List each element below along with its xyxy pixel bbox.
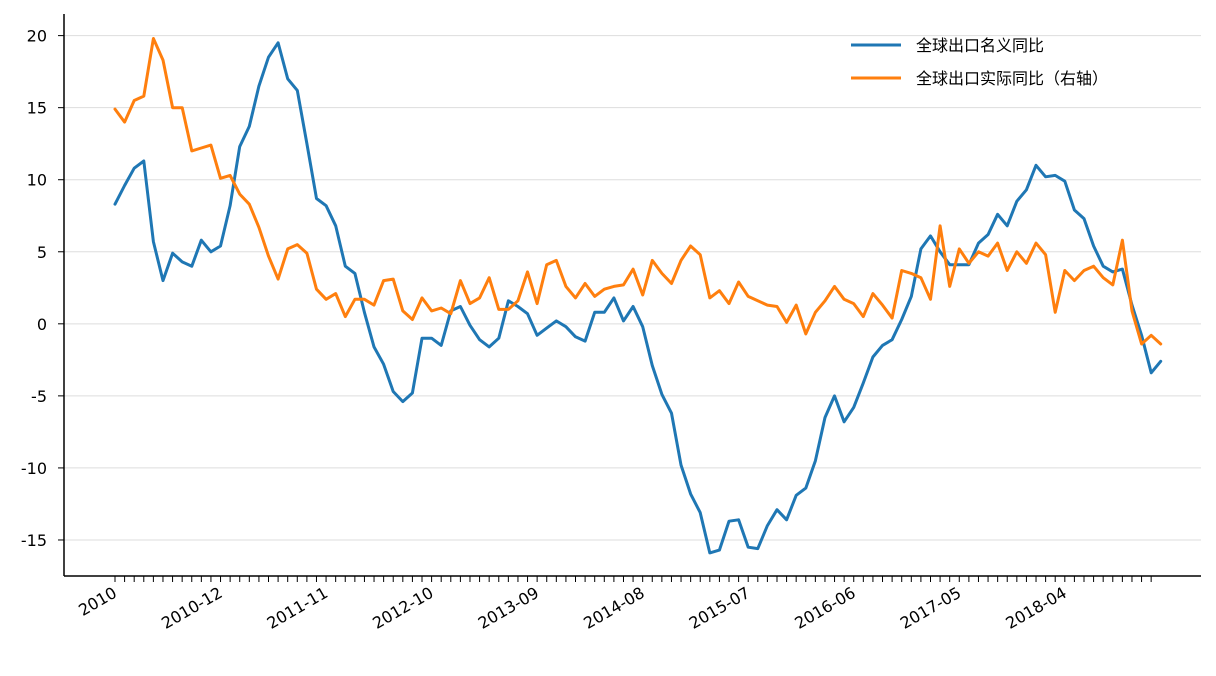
gridlines	[64, 35, 1201, 541]
x-tick-label: 2010	[75, 583, 120, 620]
axes	[63, 14, 1201, 577]
x-tick-label: 2018-04	[1002, 583, 1069, 633]
y-tick-label: 10	[27, 171, 47, 190]
y-tick-label: -15	[21, 531, 47, 550]
x-tick-label: 2014-08	[580, 583, 647, 633]
y-tick-label: -10	[21, 459, 47, 478]
legend-label-real: 全球出口实际同比（右轴）	[916, 69, 1108, 88]
series-line-nominal	[113, 41, 1163, 555]
x-tick-label: 2015-07	[686, 583, 753, 633]
y-axis-ticks: 20 15 10 5 0 -5 -10 -15	[21, 27, 64, 550]
series-line-real	[113, 37, 1163, 346]
x-tick-label: 2017-05	[897, 583, 964, 633]
x-tick-label: 2013-09	[475, 583, 542, 633]
x-tick-label: 2010-12	[158, 583, 225, 633]
legend-label-nominal: 全球出口名义同比	[916, 36, 1044, 55]
y-tick-label: 5	[37, 243, 47, 262]
x-tick-label: 2016-06	[791, 583, 858, 633]
series-lines	[113, 37, 1163, 555]
x-tick-label: 2012-10	[369, 583, 436, 633]
legend: 全球出口名义同比 全球出口实际同比（右轴）	[851, 36, 1108, 88]
y-tick-label: 0	[37, 315, 47, 334]
y-tick-label: 15	[27, 99, 47, 118]
x-tick-label: 2011-11	[264, 583, 331, 633]
x-axis-ticks: 2010 2010-12 2011-11 2012-10 2013-09 2014-08 2…	[75, 576, 1152, 633]
y-tick-label: 20	[27, 27, 47, 46]
y-tick-label: -5	[31, 387, 47, 406]
